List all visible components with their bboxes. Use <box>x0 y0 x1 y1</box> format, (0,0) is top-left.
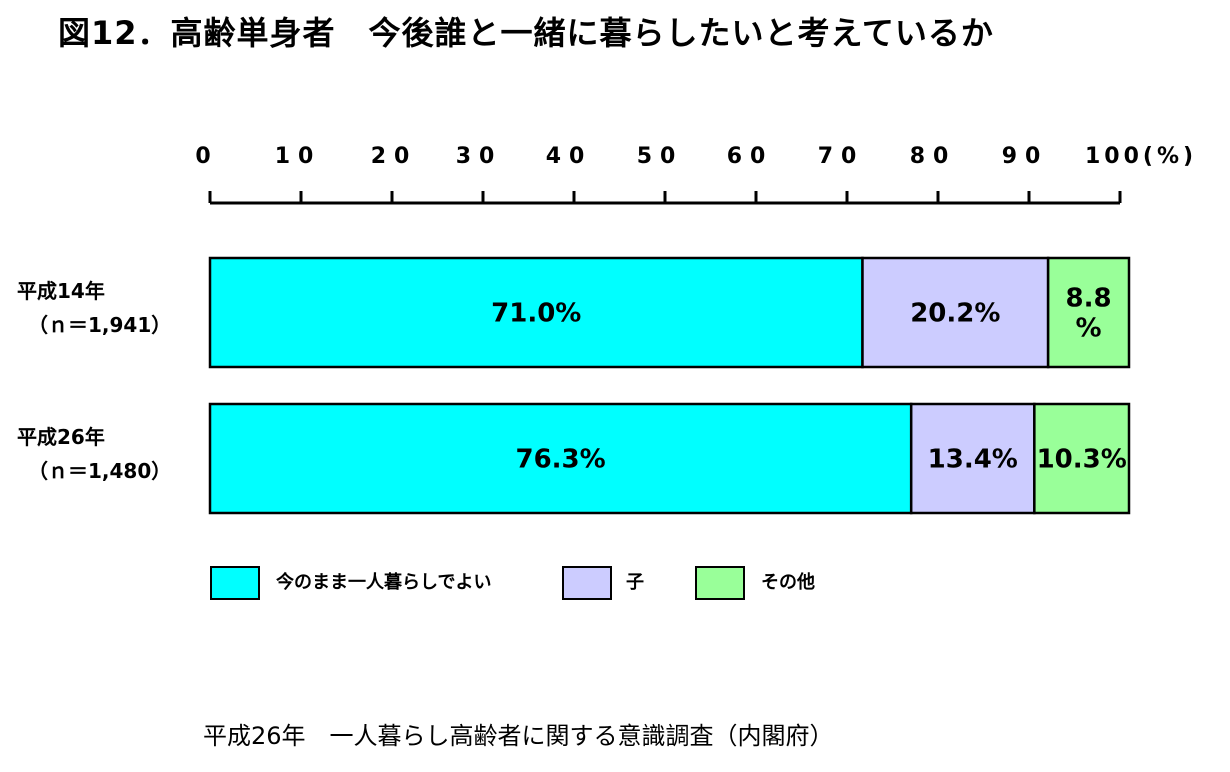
category-label: （ｎ＝1,941） <box>28 313 171 337</box>
source-note: 平成26年 一人暮らし高齢者に関する意識調査（内閣府） <box>203 722 834 750</box>
x-tick-label: 50 <box>637 144 684 169</box>
bar-segment-today <box>208 256 864 369</box>
data-label: 71.0% <box>491 299 581 329</box>
bar-segment-other <box>1046 256 1131 369</box>
data-label: 76.3% <box>515 445 605 475</box>
x-tick-label: 30 <box>456 144 503 169</box>
category-label: （ｎ＝1,480） <box>28 459 171 483</box>
category-label: 平成14年 <box>17 279 105 303</box>
x-tick-label: 0 <box>195 144 218 169</box>
bar-segment-other <box>1033 402 1131 515</box>
category-label: 平成26年 <box>17 425 105 449</box>
legend-label-other: その他 <box>761 572 815 593</box>
data-label: % <box>1076 314 1102 344</box>
data-label: 10.3% <box>1037 445 1127 475</box>
x-tick-label: 10 <box>275 144 322 169</box>
x-tick-label: 90 <box>1002 144 1049 169</box>
legend-swatch-today <box>210 566 260 600</box>
x-tick-label: 40 <box>546 144 593 169</box>
legend-label-today: 今のまま一人暮らしでよい <box>276 572 492 593</box>
x-tick-label: 100(%) <box>1085 144 1197 169</box>
bar-segment-today <box>208 402 913 515</box>
stacked-bar-chart: 0 10 20 30 40 50 60 70 80 90 100(%) 平成14年 （ｎ＝1,941） 7… <box>17 144 1197 515</box>
x-tick-label: 20 <box>371 144 418 169</box>
legend-swatch-other <box>695 566 745 600</box>
bar-segment-child <box>861 256 1050 369</box>
chart-title: 図12．高齢単身者 今後誰と一緒に暮らしたいと考えているか <box>58 14 994 52</box>
data-label: 20.2% <box>910 299 1000 329</box>
data-label: 13.4% <box>928 445 1018 475</box>
legend-swatch-child <box>562 566 612 600</box>
data-label: 8.8 <box>1066 284 1112 314</box>
x-tick-label: 70 <box>818 144 865 169</box>
legend-label-child: 子 <box>626 572 644 593</box>
x-tick-label: 80 <box>910 144 957 169</box>
x-tick-label: 60 <box>727 144 774 169</box>
